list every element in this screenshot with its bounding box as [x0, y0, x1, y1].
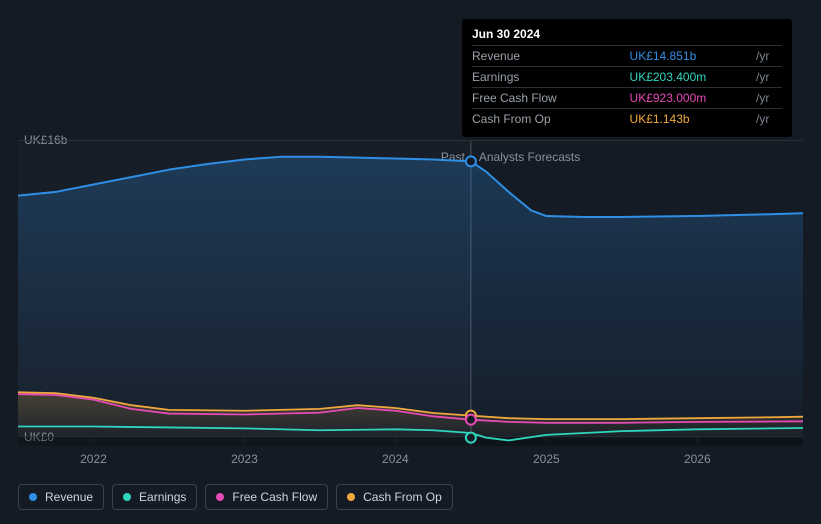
legend-item-label: Cash From Op — [363, 490, 442, 504]
tooltip-row-label: Earnings — [472, 67, 630, 88]
tooltip-table: RevenueUK£14.851b/yrEarningsUK£203.400m/… — [472, 45, 782, 129]
x-axis-label: 2026 — [684, 452, 711, 466]
legend-item-fcf[interactable]: Free Cash Flow — [205, 484, 328, 510]
legend-item-cfo[interactable]: Cash From Op — [336, 484, 453, 510]
tooltip-row-suffix: /yr — [752, 46, 782, 67]
legend-dot-icon — [216, 493, 224, 501]
tooltip-row-label: Cash From Op — [472, 109, 630, 130]
x-axis-label: 2023 — [231, 452, 258, 466]
legend-item-label: Free Cash Flow — [232, 490, 317, 504]
tooltip-row-value: UK£203.400m — [630, 67, 752, 88]
tooltip-row-suffix: /yr — [752, 88, 782, 109]
legend-dot-icon — [123, 493, 131, 501]
tooltip-date: Jun 30 2024 — [472, 27, 782, 45]
tooltip-row-value: UK£1.143b — [630, 109, 752, 130]
tooltip-row-value: UK£14.851b — [630, 46, 752, 67]
legend-item-label: Revenue — [45, 490, 93, 504]
financials-chart: Jun 30 2024 RevenueUK£14.851b/yrEarnings… — [0, 0, 821, 524]
tooltip-row: EarningsUK£203.400m/yr — [472, 67, 782, 88]
chart-tooltip: Jun 30 2024 RevenueUK£14.851b/yrEarnings… — [462, 19, 792, 137]
x-axis-label: 2025 — [533, 452, 560, 466]
tooltip-row-suffix: /yr — [752, 67, 782, 88]
chart-legend: Revenue Earnings Free Cash Flow Cash From O… — [18, 484, 453, 510]
tooltip-row-label: Free Cash Flow — [472, 88, 630, 109]
legend-item-label: Earnings — [139, 490, 186, 504]
tooltip-row: Free Cash FlowUK£923.000m/yr — [472, 88, 782, 109]
tooltip-row: Cash From OpUK£1.143b/yr — [472, 109, 782, 130]
tooltip-row: RevenueUK£14.851b/yr — [472, 46, 782, 67]
x-axis-label: 2024 — [382, 452, 409, 466]
tooltip-row-suffix: /yr — [752, 109, 782, 130]
tooltip-row-value: UK£923.000m — [630, 88, 752, 109]
legend-dot-icon — [347, 493, 355, 501]
legend-item-revenue[interactable]: Revenue — [18, 484, 104, 510]
x-axis-label: 2022 — [80, 452, 107, 466]
chart-plot[interactable] — [18, 140, 803, 446]
tooltip-row-label: Revenue — [472, 46, 630, 67]
legend-item-earnings[interactable]: Earnings — [112, 484, 197, 510]
legend-dot-icon — [29, 493, 37, 501]
